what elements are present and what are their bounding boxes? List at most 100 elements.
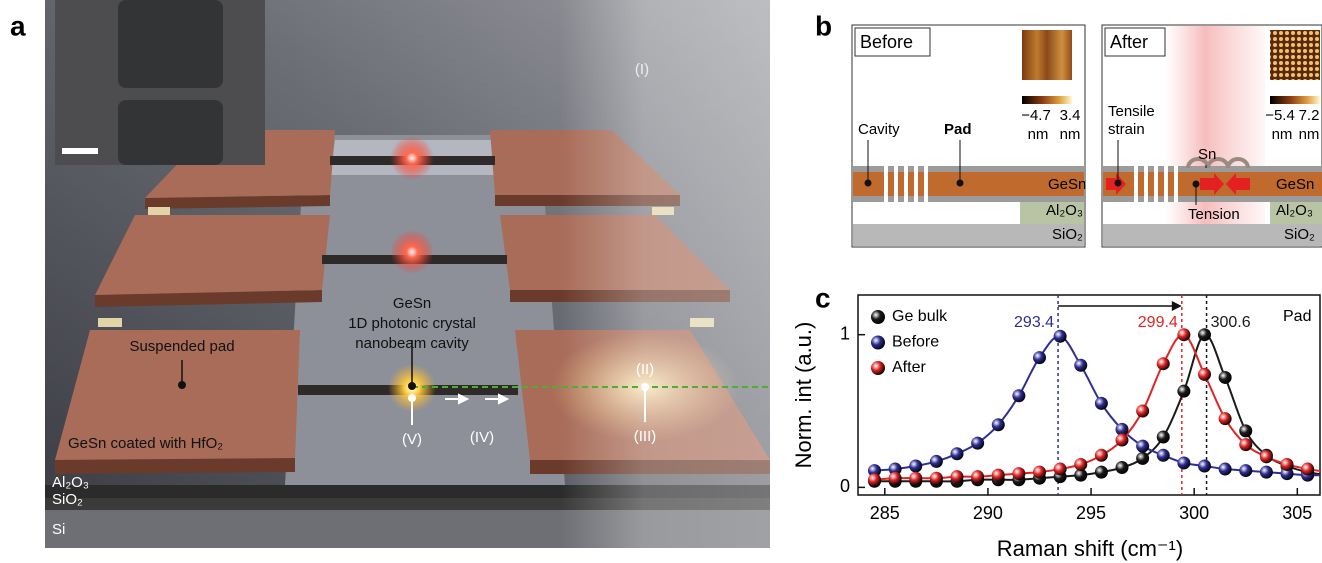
strain-label: Tensile [1108, 103, 1155, 120]
data-point [1239, 424, 1252, 437]
colorbar-unit: nm [1060, 126, 1081, 143]
point-label: (III) [634, 428, 657, 445]
light-column [560, 0, 770, 548]
state-label: After [1110, 32, 1148, 52]
data-point [1157, 430, 1170, 443]
legend-label: Ge bulk [892, 308, 948, 325]
afm-image [1022, 30, 1072, 80]
point-label: (IV) [470, 429, 494, 446]
data-point [1116, 461, 1129, 474]
data-point [868, 473, 881, 486]
x-axis-label: Raman shift (cm⁻¹) [997, 536, 1183, 561]
colorbar-label: −5.4 [1265, 107, 1295, 124]
anchor [98, 318, 122, 327]
y-tick-label: 0 [840, 476, 850, 496]
hole [884, 166, 888, 202]
data-point [1074, 458, 1087, 471]
data-point [992, 469, 1005, 482]
layer-label: Al₂O₃ [52, 474, 89, 491]
x-tick-label: 305 [1282, 503, 1312, 523]
data-point [971, 470, 984, 483]
data-point [1095, 466, 1108, 479]
data-point [1177, 456, 1190, 469]
data-point [1198, 328, 1211, 341]
colorbar-unit: nm [1272, 126, 1293, 143]
data-point [1219, 463, 1232, 476]
data-point [971, 437, 984, 450]
region-label: (I) [635, 61, 649, 78]
data-point [909, 459, 922, 472]
data-point [1157, 357, 1170, 370]
data-point [1095, 449, 1108, 462]
colorbar-label: 3.4 [1060, 107, 1081, 124]
hole [914, 166, 918, 202]
strain-label: strain [1108, 121, 1145, 138]
hole [894, 166, 898, 202]
after-schematic: After −5.4 7.2 nm nm Tensile strain Sn T… [1102, 25, 1322, 247]
panel-a: a (I) Suspended [10, 0, 770, 548]
point-marker [641, 383, 649, 391]
panel-c: c Raman shift (cm⁻¹) Norm. int (a.u.) Pa… [791, 282, 1322, 560]
data-point [930, 472, 943, 485]
data-point [1219, 412, 1232, 425]
data-point [1136, 452, 1149, 465]
data-point [951, 447, 964, 460]
point-marker [1115, 180, 1122, 187]
layer-label: Al₂O₃ [1276, 202, 1313, 219]
hole [1154, 166, 1158, 202]
layer-label: SiO₂ [1052, 226, 1083, 243]
data-point [1095, 397, 1108, 410]
shift-arrow-head [1172, 301, 1182, 311]
x-tick-label: 285 [870, 503, 900, 523]
data-point [1116, 434, 1129, 447]
hole [1134, 166, 1138, 202]
legend-marker [871, 310, 885, 324]
hole [1174, 166, 1178, 202]
x-tick-label: 300 [1179, 503, 1209, 523]
layer-label: Si [52, 521, 65, 538]
sn-label: Sn [1198, 146, 1216, 163]
colorbar-label: 7.2 [1299, 107, 1320, 124]
tension-label: Tension [1188, 206, 1240, 223]
data-point [1074, 359, 1087, 372]
cavity-label: 1D photonic crystal [348, 315, 476, 332]
point-label: (II) [636, 361, 654, 378]
colorbar-unit: nm [1028, 126, 1049, 143]
data-point [1239, 438, 1252, 451]
cavity-label: Cavity [858, 121, 900, 138]
peak-label: 300.6 [1211, 314, 1251, 331]
data-point [1198, 459, 1211, 472]
point-marker [178, 381, 186, 389]
panel-label: b [815, 10, 832, 41]
pad-side [55, 458, 295, 474]
layer-label: GeSn [1276, 176, 1314, 193]
layer-label: Al₂O₃ [1046, 202, 1083, 219]
point-marker [408, 382, 416, 390]
data-point [1239, 464, 1252, 477]
data-point [1136, 405, 1149, 418]
point-label: (V) [402, 431, 422, 448]
layer-label: SiO₂ [1284, 226, 1315, 243]
data-point [951, 470, 964, 483]
data-point [909, 472, 922, 485]
y-axis-label: Norm. int (a.u.) [791, 322, 816, 469]
data-point [1054, 330, 1067, 343]
panel-b: b Before −4.7 3.4 nm nm Cavity Pad GeSn … [815, 10, 1322, 247]
x-tick-label: 295 [1076, 503, 1106, 523]
coating-label: GeSn coated with HfO₂ [68, 435, 223, 452]
sem-window [118, 100, 223, 165]
data-point [1177, 385, 1190, 398]
data-point [1198, 368, 1211, 381]
data-point [1012, 467, 1025, 480]
colorbar [1022, 96, 1072, 104]
point-marker [1193, 181, 1200, 188]
figure: a (I) Suspended [0, 0, 1322, 563]
data-point [930, 455, 943, 468]
colorbar [1270, 96, 1320, 104]
point-marker [957, 180, 964, 187]
colorbar-unit: nm [1299, 126, 1320, 143]
data-point [1260, 466, 1273, 479]
data-point [1260, 450, 1273, 463]
panel-label: a [10, 10, 26, 41]
y-tick-label: 1 [840, 323, 850, 343]
